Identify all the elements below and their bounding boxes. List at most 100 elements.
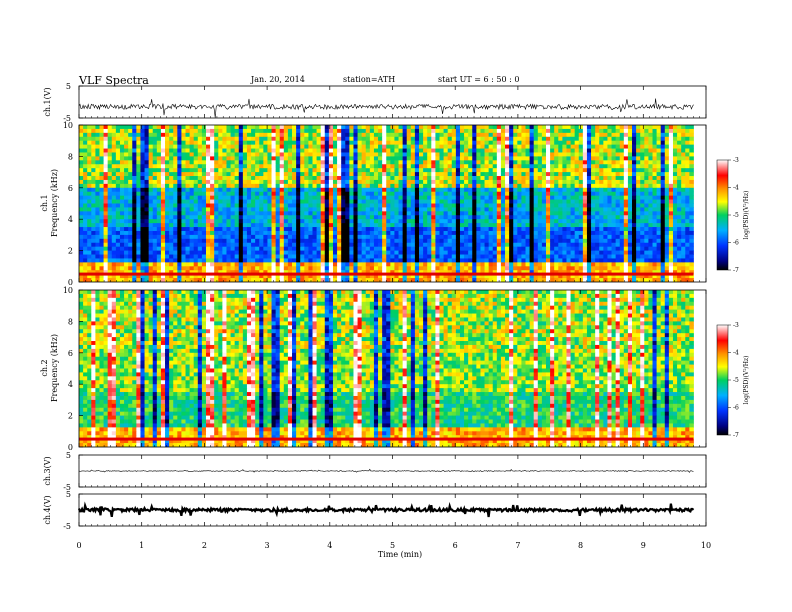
spectrogram-cell (304, 191, 309, 197)
spectrogram-cell (517, 219, 522, 224)
spectrogram-cell (91, 195, 96, 200)
spectrogram-cell (509, 183, 514, 189)
spectrogram-cell (410, 227, 416, 232)
spectrogram-cell (79, 227, 84, 232)
spectrogram-cell (623, 132, 629, 138)
spectrogram-cell (419, 223, 424, 228)
spectrogram-cell (668, 223, 674, 228)
spectrogram-cell (328, 132, 334, 138)
spectrogram-cell (607, 223, 612, 228)
spectrogram-cell (488, 176, 494, 181)
spectrogram-cell (402, 211, 408, 216)
spectrogram-cell (554, 144, 559, 149)
spectrogram-cell (689, 176, 694, 181)
spectrogram-cell (558, 250, 563, 255)
spectrogram-cell (287, 234, 293, 240)
spectrogram-cell (488, 152, 494, 157)
spectrogram-cell (312, 160, 317, 165)
spectrogram-cell (464, 183, 469, 189)
spectrogram-cell (578, 144, 584, 149)
spectrogram-cell (591, 227, 596, 232)
spectrogram-cell (595, 211, 600, 216)
spectrogram-cell (111, 179, 117, 185)
spectrogram-cell (296, 128, 301, 134)
spectrogram-cell (599, 219, 604, 224)
spectrogram-cell (132, 230, 137, 236)
spectrogram-cell (427, 187, 432, 193)
spectrogram-cell (181, 199, 186, 204)
spectrogram-cell (242, 164, 248, 169)
spectrogram-cell (99, 136, 104, 142)
spectrogram-cell (222, 254, 227, 259)
spectrogram-cell (656, 152, 662, 157)
spectrogram-cell (128, 223, 133, 228)
spectrogram-cell (115, 128, 121, 134)
spectrogram-cell (406, 148, 412, 153)
spectrogram-cell (582, 128, 588, 134)
spectrogram-cell (95, 144, 100, 149)
spectrogram-cell (193, 125, 199, 130)
spectrogram-cell (357, 136, 363, 142)
spectrogram-cell (586, 230, 592, 236)
spectrogram-cell (664, 250, 670, 255)
spectrogram-cell (255, 125, 260, 130)
spectrogram-cell (296, 227, 301, 232)
spectrogram-cell (562, 164, 567, 169)
spectrogram-cell (316, 230, 322, 236)
spectrogram-cell (513, 148, 518, 153)
spectrogram-cell (341, 176, 346, 181)
spectrogram-cell (312, 172, 317, 177)
spectrogram-cell (443, 160, 449, 165)
spectrogram-cell (660, 179, 666, 185)
spectrogram-cell (218, 203, 223, 208)
spectrogram-cell (382, 144, 387, 149)
spectrogram-cell (451, 140, 457, 146)
spectrogram-cell (591, 234, 596, 240)
spectrogram-cell (181, 140, 186, 146)
spectrogram-cell (521, 144, 526, 149)
spectrogram-cell (505, 230, 510, 236)
spectrogram-cell (345, 227, 350, 232)
spectrogram-cell (652, 246, 657, 252)
spectrogram-cell (181, 246, 186, 252)
spectrogram-cell (218, 140, 223, 146)
spectrogram-cell (365, 144, 371, 149)
spectrogram-cell (398, 132, 404, 138)
spectrogram-cell (558, 207, 563, 212)
spectrogram-cell (607, 183, 612, 189)
spectrogram-cell (197, 227, 203, 232)
spectrogram-cell (185, 128, 191, 134)
spectrogram-cell (304, 223, 309, 228)
spectrogram-cell (386, 207, 391, 212)
spectrogram-cell (181, 203, 186, 208)
spectrogram-cell (345, 152, 350, 157)
spectrogram-cell (271, 176, 277, 181)
spectrogram-cell (394, 238, 399, 244)
spectrogram-cell (136, 160, 141, 165)
spectrogram-cell (644, 164, 649, 169)
spectrogram-cell (648, 179, 653, 185)
spectrogram-cell (619, 191, 625, 197)
spectrogram-cell (509, 199, 514, 204)
spectrogram-cell (324, 250, 330, 255)
spectrogram-cell (513, 156, 518, 161)
spectrogram-cell (373, 132, 379, 138)
spectrogram-cell (648, 219, 653, 224)
spectrogram-cell (242, 176, 248, 181)
spectrogram-cell (124, 148, 129, 153)
spectrogram-cell (345, 215, 350, 220)
spectrogram-cell (263, 199, 268, 204)
spectrogram-cell (390, 230, 395, 236)
spectrogram-cell (402, 125, 408, 130)
spectrogram-cell (468, 172, 473, 177)
spectrogram-cell (79, 125, 84, 130)
spectrogram-cell (390, 148, 395, 153)
spectrogram-cell (324, 179, 330, 185)
spectrogram-cell (431, 230, 436, 236)
spectrogram-cell (296, 183, 301, 189)
spectrogram-cell (668, 156, 674, 161)
spectrogram-cell (283, 199, 289, 204)
spectrogram-cell (156, 140, 162, 146)
spectrogram-cell (263, 164, 268, 169)
spectrogram-cell (91, 136, 96, 142)
